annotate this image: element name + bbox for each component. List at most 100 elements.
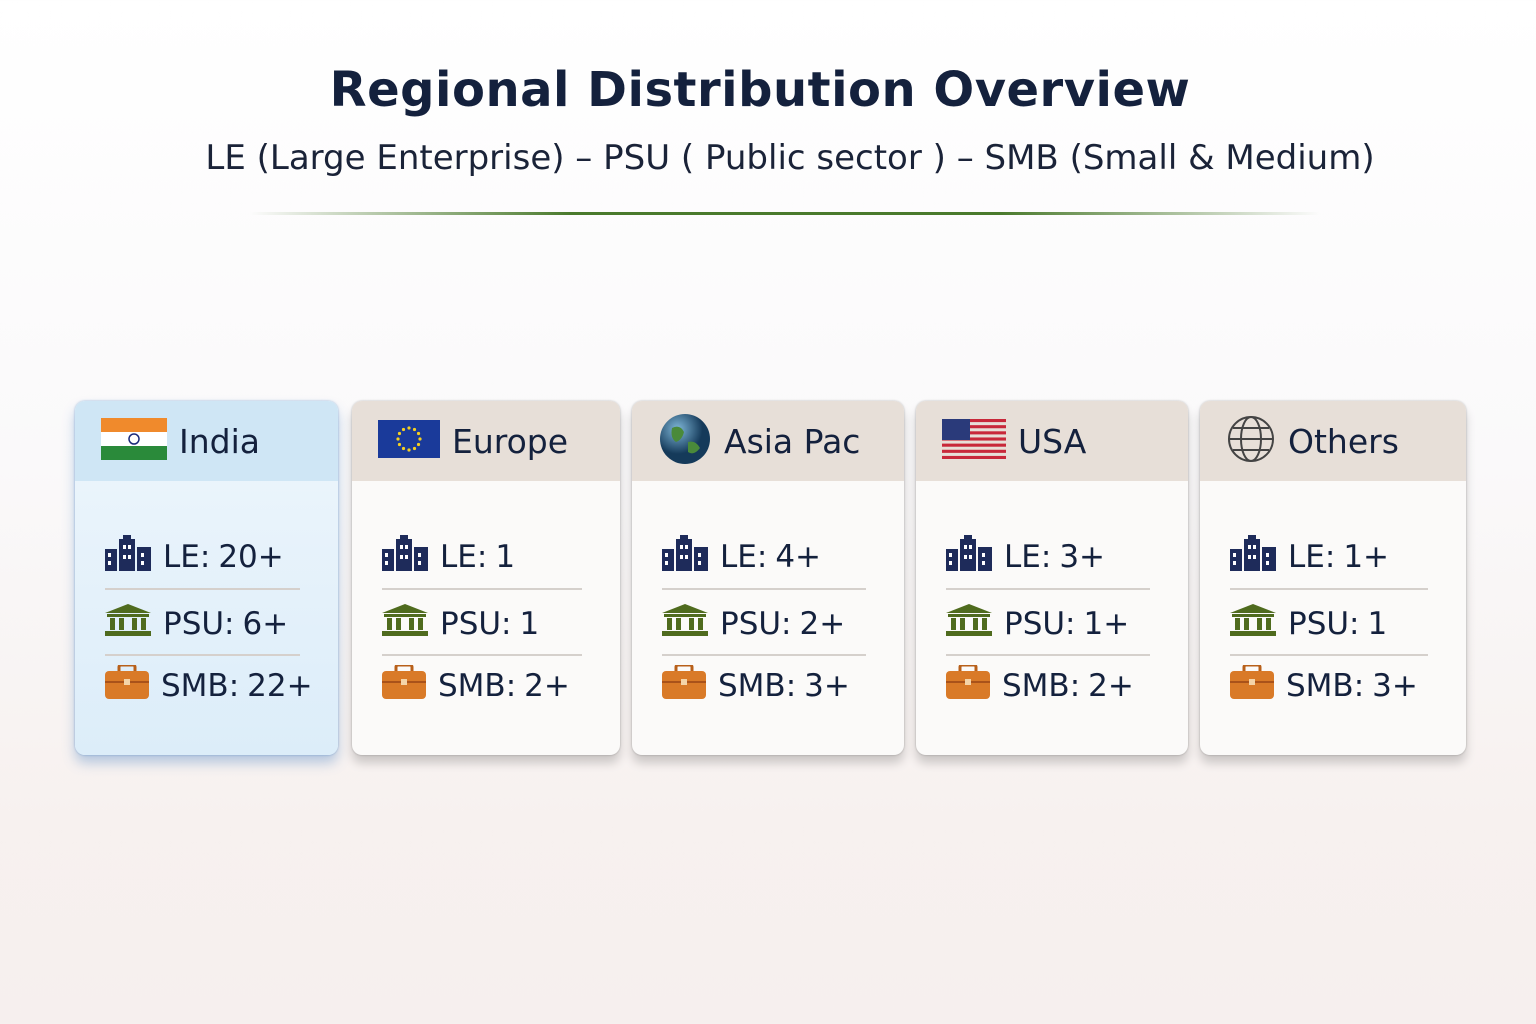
card-header: Asia Pac	[632, 401, 904, 481]
metric-row: LE: 3+	[946, 532, 1158, 582]
region-name: USA	[1018, 421, 1087, 461]
separator	[662, 588, 866, 590]
separator	[105, 588, 300, 590]
flag	[101, 418, 167, 460]
flag	[660, 414, 710, 464]
metric-row: PSU: 6+	[105, 599, 308, 649]
metric-label: SMB:	[161, 668, 240, 704]
metric-row: SMB: 22+	[105, 661, 313, 711]
metric-value: 1	[1367, 606, 1388, 642]
metric-icon	[105, 604, 163, 644]
icon	[946, 663, 990, 699]
metric-icon	[382, 663, 438, 707]
metric-value: 2+	[524, 668, 570, 704]
card-header: Others	[1200, 401, 1466, 481]
metric-row: SMB: 2+	[382, 661, 590, 711]
metric-icon	[662, 535, 720, 579]
metric-row: SMB: 3+	[662, 661, 874, 711]
metric-row: PSU: 1+	[946, 599, 1158, 649]
metric-icon	[662, 604, 720, 644]
flag	[942, 419, 1006, 460]
metric-value: 22+	[247, 668, 313, 704]
metric-icon	[382, 535, 440, 579]
region-name: Europe	[452, 421, 569, 461]
metric-row: LE: 20+	[105, 532, 308, 582]
metric-icon	[946, 535, 1004, 579]
region-name: Others	[1288, 421, 1399, 461]
icon	[662, 604, 708, 636]
separator	[1230, 654, 1428, 656]
metric-icon	[946, 663, 1002, 707]
separator	[382, 588, 582, 590]
separator	[662, 654, 866, 656]
divider	[250, 212, 1320, 215]
separator	[946, 654, 1150, 656]
metric-label: SMB:	[718, 668, 797, 704]
icon	[105, 604, 151, 636]
metric-icon	[1230, 663, 1286, 707]
metric-label: SMB:	[438, 668, 517, 704]
region-card: India LE: 20+ PSU: 6+ SMB: 22+	[75, 401, 338, 755]
metric-row: LE: 1	[382, 532, 590, 582]
metric-value: 3+	[1059, 539, 1106, 575]
icon	[946, 535, 992, 571]
separator	[946, 588, 1150, 590]
metric-label: LE:	[720, 539, 768, 575]
region-icon	[916, 419, 1006, 463]
flag	[1228, 416, 1274, 462]
metric-label: LE:	[1288, 539, 1336, 575]
metric-value: 2+	[1088, 668, 1134, 704]
metric-label: LE:	[1004, 539, 1052, 575]
icon	[105, 663, 149, 699]
region-card: Others LE: 1+ PSU: 1 SMB: 3+	[1200, 401, 1466, 755]
flag	[378, 420, 440, 458]
icon	[662, 535, 708, 571]
icon	[105, 535, 151, 571]
metric-label: PSU:	[1288, 606, 1360, 642]
region-name: India	[179, 421, 260, 461]
region-icon	[632, 412, 712, 470]
metric-icon	[105, 663, 161, 707]
icon	[946, 604, 992, 636]
card-header: India	[75, 401, 338, 481]
region-name: Asia Pac	[724, 421, 861, 461]
metric-label: PSU:	[440, 606, 512, 642]
region-card: Europe LE: 1 PSU: 1 SMB: 2+	[352, 401, 620, 755]
metric-value: 1	[495, 539, 516, 575]
metric-row: PSU: 2+	[662, 599, 874, 649]
metric-row: SMB: 2+	[946, 661, 1158, 711]
icon	[382, 663, 426, 699]
region-icon	[352, 420, 440, 462]
metric-icon	[1230, 604, 1288, 644]
metric-icon	[1230, 535, 1288, 579]
region-card: Asia Pac LE: 4+ PSU: 2+ SMB: 3+	[632, 401, 904, 755]
card-header: Europe	[352, 401, 620, 481]
metric-value: 1+	[1343, 539, 1390, 575]
metric-label: SMB:	[1286, 668, 1365, 704]
icon	[1230, 604, 1276, 636]
metric-row: PSU: 1	[1230, 599, 1436, 649]
metric-label: LE:	[163, 539, 211, 575]
metric-value: 4+	[775, 539, 822, 575]
subtitle: LE (Large Enterprise) – PSU ( Public sec…	[205, 138, 1375, 178]
metric-icon	[946, 604, 1004, 644]
region-card: USA LE: 3+ PSU: 1+ SMB: 2+	[916, 401, 1188, 755]
metric-value: 6+	[242, 606, 289, 642]
metric-value: 1	[519, 606, 540, 642]
metric-label: PSU:	[163, 606, 235, 642]
separator	[1230, 588, 1428, 590]
metric-value: 3+	[804, 668, 850, 704]
metric-icon	[382, 604, 440, 644]
metric-row: LE: 4+	[662, 532, 874, 582]
separator	[382, 654, 582, 656]
metric-label: PSU:	[1004, 606, 1076, 642]
metric-icon	[662, 663, 718, 707]
metric-value: 20+	[218, 539, 284, 575]
metric-value: 1+	[1083, 606, 1130, 642]
metric-value: 3+	[1372, 668, 1418, 704]
icon	[662, 663, 706, 699]
region-icon	[75, 418, 167, 464]
metric-row: SMB: 3+	[1230, 661, 1436, 711]
icon	[1230, 535, 1276, 571]
